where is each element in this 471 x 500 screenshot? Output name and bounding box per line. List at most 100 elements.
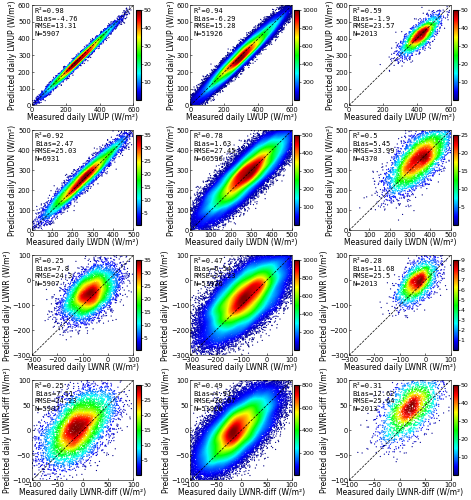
Point	[239, 176, 246, 184]
Point	[85, 316, 92, 324]
Point	[240, 408, 247, 416]
Point	[416, 34, 424, 42]
Point	[244, 284, 251, 292]
Point	[242, 164, 249, 172]
Point	[252, 277, 260, 285]
Point	[109, 412, 116, 420]
Point	[251, 159, 258, 167]
Point	[258, 36, 266, 44]
Point	[269, 166, 276, 173]
Point	[248, 291, 256, 299]
Point	[260, 287, 268, 295]
Point	[276, 137, 283, 145]
Point	[241, 46, 249, 54]
Point	[67, 424, 74, 432]
Point	[239, 276, 246, 284]
Point	[284, 138, 292, 146]
Point	[81, 174, 89, 182]
Point	[213, 82, 220, 90]
Point	[241, 450, 248, 458]
Point	[261, 292, 268, 300]
Point	[231, 418, 239, 426]
Point	[235, 306, 242, 314]
Point	[261, 280, 269, 288]
Point	[252, 296, 260, 304]
Point	[266, 139, 274, 147]
Point	[219, 181, 226, 189]
Point	[276, 13, 284, 21]
Point	[238, 177, 246, 185]
Point	[244, 295, 252, 303]
Point	[257, 291, 264, 299]
Point	[253, 34, 261, 42]
Point	[264, 275, 271, 283]
Point	[245, 430, 252, 438]
Point	[230, 166, 237, 173]
Point	[225, 182, 232, 190]
Point	[240, 410, 248, 418]
Point	[414, 397, 421, 405]
Point	[269, 274, 277, 282]
Point	[229, 300, 237, 308]
Point	[59, 193, 66, 201]
Point	[231, 306, 238, 314]
Point	[206, 85, 213, 93]
Point	[265, 398, 272, 406]
Point	[256, 296, 263, 304]
Point	[212, 72, 220, 80]
Point	[244, 169, 252, 177]
Point	[241, 419, 249, 427]
Point	[236, 53, 244, 61]
Point	[230, 191, 238, 199]
Point	[216, 72, 223, 80]
Point	[247, 48, 255, 56]
Point	[244, 284, 252, 292]
Point	[232, 448, 239, 456]
Point	[231, 450, 238, 458]
Point	[39, 226, 46, 234]
Point	[240, 46, 247, 54]
Point	[231, 62, 238, 70]
Point	[269, 134, 276, 141]
Point	[257, 410, 264, 418]
Point	[209, 204, 217, 212]
Point	[210, 80, 217, 88]
Point	[238, 172, 245, 179]
Point	[233, 320, 240, 328]
Point	[242, 190, 250, 198]
Point	[227, 410, 234, 418]
Point	[247, 422, 255, 430]
Point	[226, 316, 233, 324]
Point	[272, 260, 279, 268]
Point	[243, 304, 251, 312]
Point	[75, 291, 83, 299]
Point	[270, 264, 278, 272]
Point	[219, 70, 227, 78]
Point	[239, 172, 246, 180]
Point	[217, 70, 224, 78]
Point	[222, 184, 229, 192]
Point	[246, 306, 253, 314]
Point	[73, 286, 81, 294]
Point	[250, 152, 258, 160]
Point	[221, 58, 229, 66]
Point	[242, 414, 249, 422]
Point	[235, 294, 242, 302]
Point	[31, 101, 38, 109]
Point	[62, 194, 69, 202]
Point	[213, 296, 220, 304]
Point	[244, 290, 251, 298]
Point	[236, 295, 243, 303]
Point	[258, 312, 265, 320]
Point	[213, 77, 221, 85]
Point	[270, 22, 278, 30]
Point	[206, 170, 213, 178]
Point	[277, 16, 284, 24]
Point	[230, 428, 237, 436]
Point	[213, 315, 220, 323]
Point	[225, 185, 232, 193]
Point	[271, 270, 278, 278]
Point	[224, 417, 232, 425]
Point	[252, 158, 259, 166]
Point	[200, 434, 207, 442]
